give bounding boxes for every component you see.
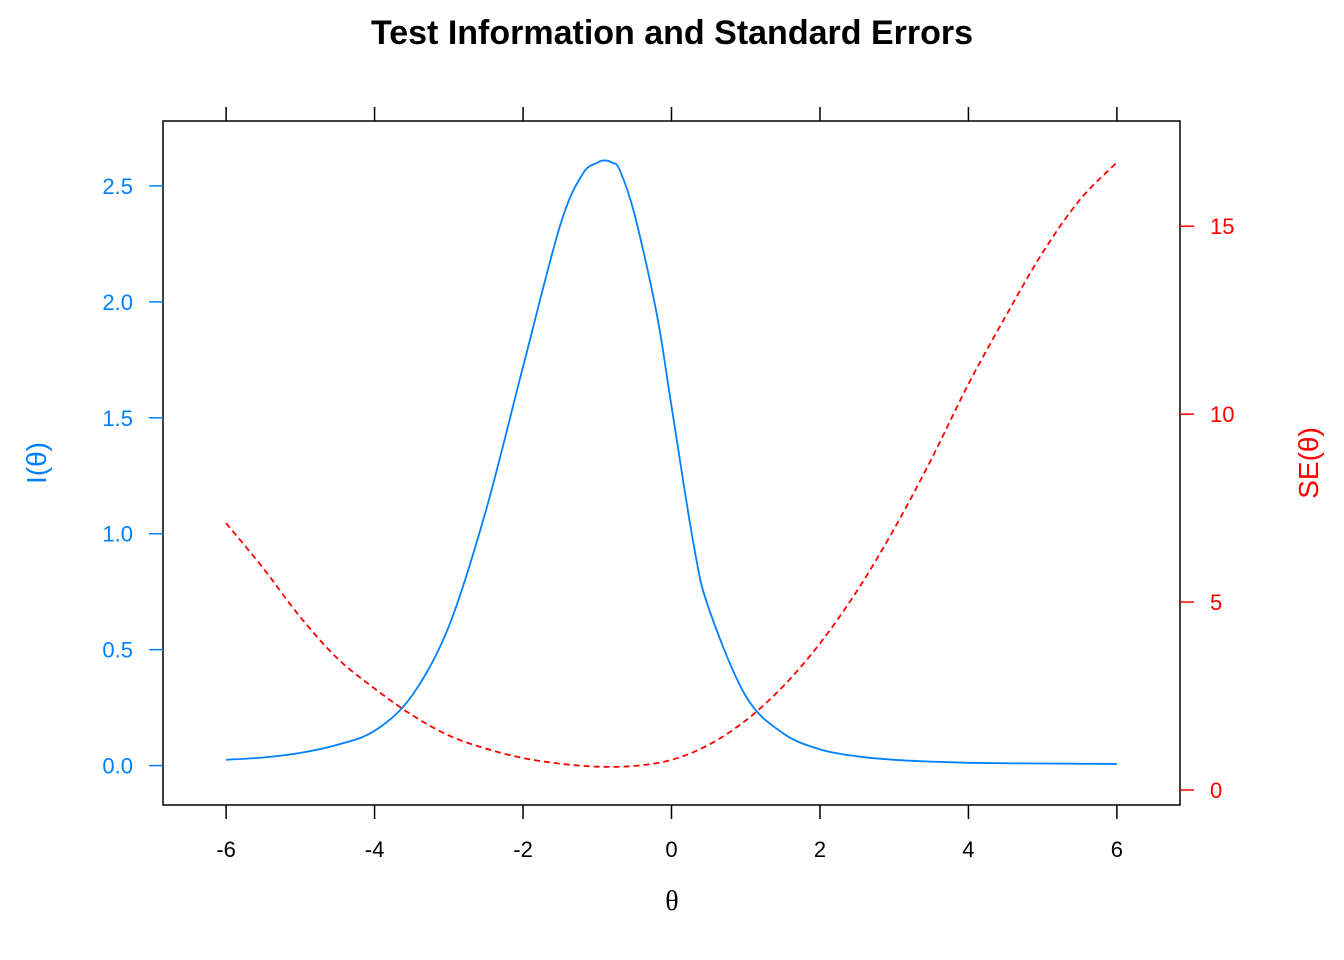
x-axis-top: [225, 107, 1118, 121]
x-tick-label: 4: [962, 837, 974, 862]
y-left-tick-label: 0.0: [102, 754, 133, 779]
x-tick-label: -6: [216, 837, 236, 862]
y-right-tick-label: 10: [1210, 402, 1234, 427]
series-layer: [225, 159, 1118, 768]
plot-frame: [162, 120, 1181, 806]
y-left-tick-label: 2.5: [102, 174, 133, 199]
y-right-tick-label: 5: [1210, 590, 1222, 615]
y-left-tick-label: 1.0: [102, 522, 133, 547]
y-left-tick-label: 2.0: [102, 290, 133, 315]
y-right-axis-label: SE(θ): [1293, 427, 1324, 499]
y-left-tick-label: 1.5: [102, 406, 133, 431]
y-left-tick-label: 0.5: [102, 638, 133, 663]
x-tick-label: 0: [665, 837, 677, 862]
chart-title: Test Information and Standard Errors: [371, 14, 973, 52]
y-axis-right: 0 5 10 15: [1180, 214, 1234, 803]
series-line-se: [225, 161, 1118, 768]
x-axis-label: θ: [665, 886, 678, 917]
x-tick-label: -2: [513, 837, 533, 862]
y-right-tick-label: 15: [1210, 214, 1234, 239]
y-left-axis-label: I(θ): [21, 442, 52, 484]
series-line-information: [226, 159, 1117, 765]
x-axis-bottom: -6 -4 -2 0 2 4 6: [216, 805, 1123, 862]
y-axis-left: 0.0 0.5 1.0 1.5 2.0 2.5: [102, 174, 163, 779]
x-tick-label: -4: [365, 837, 385, 862]
x-tick-label: 2: [814, 837, 826, 862]
y-right-tick-label: 0: [1210, 778, 1222, 803]
x-tick-label: 6: [1111, 837, 1123, 862]
